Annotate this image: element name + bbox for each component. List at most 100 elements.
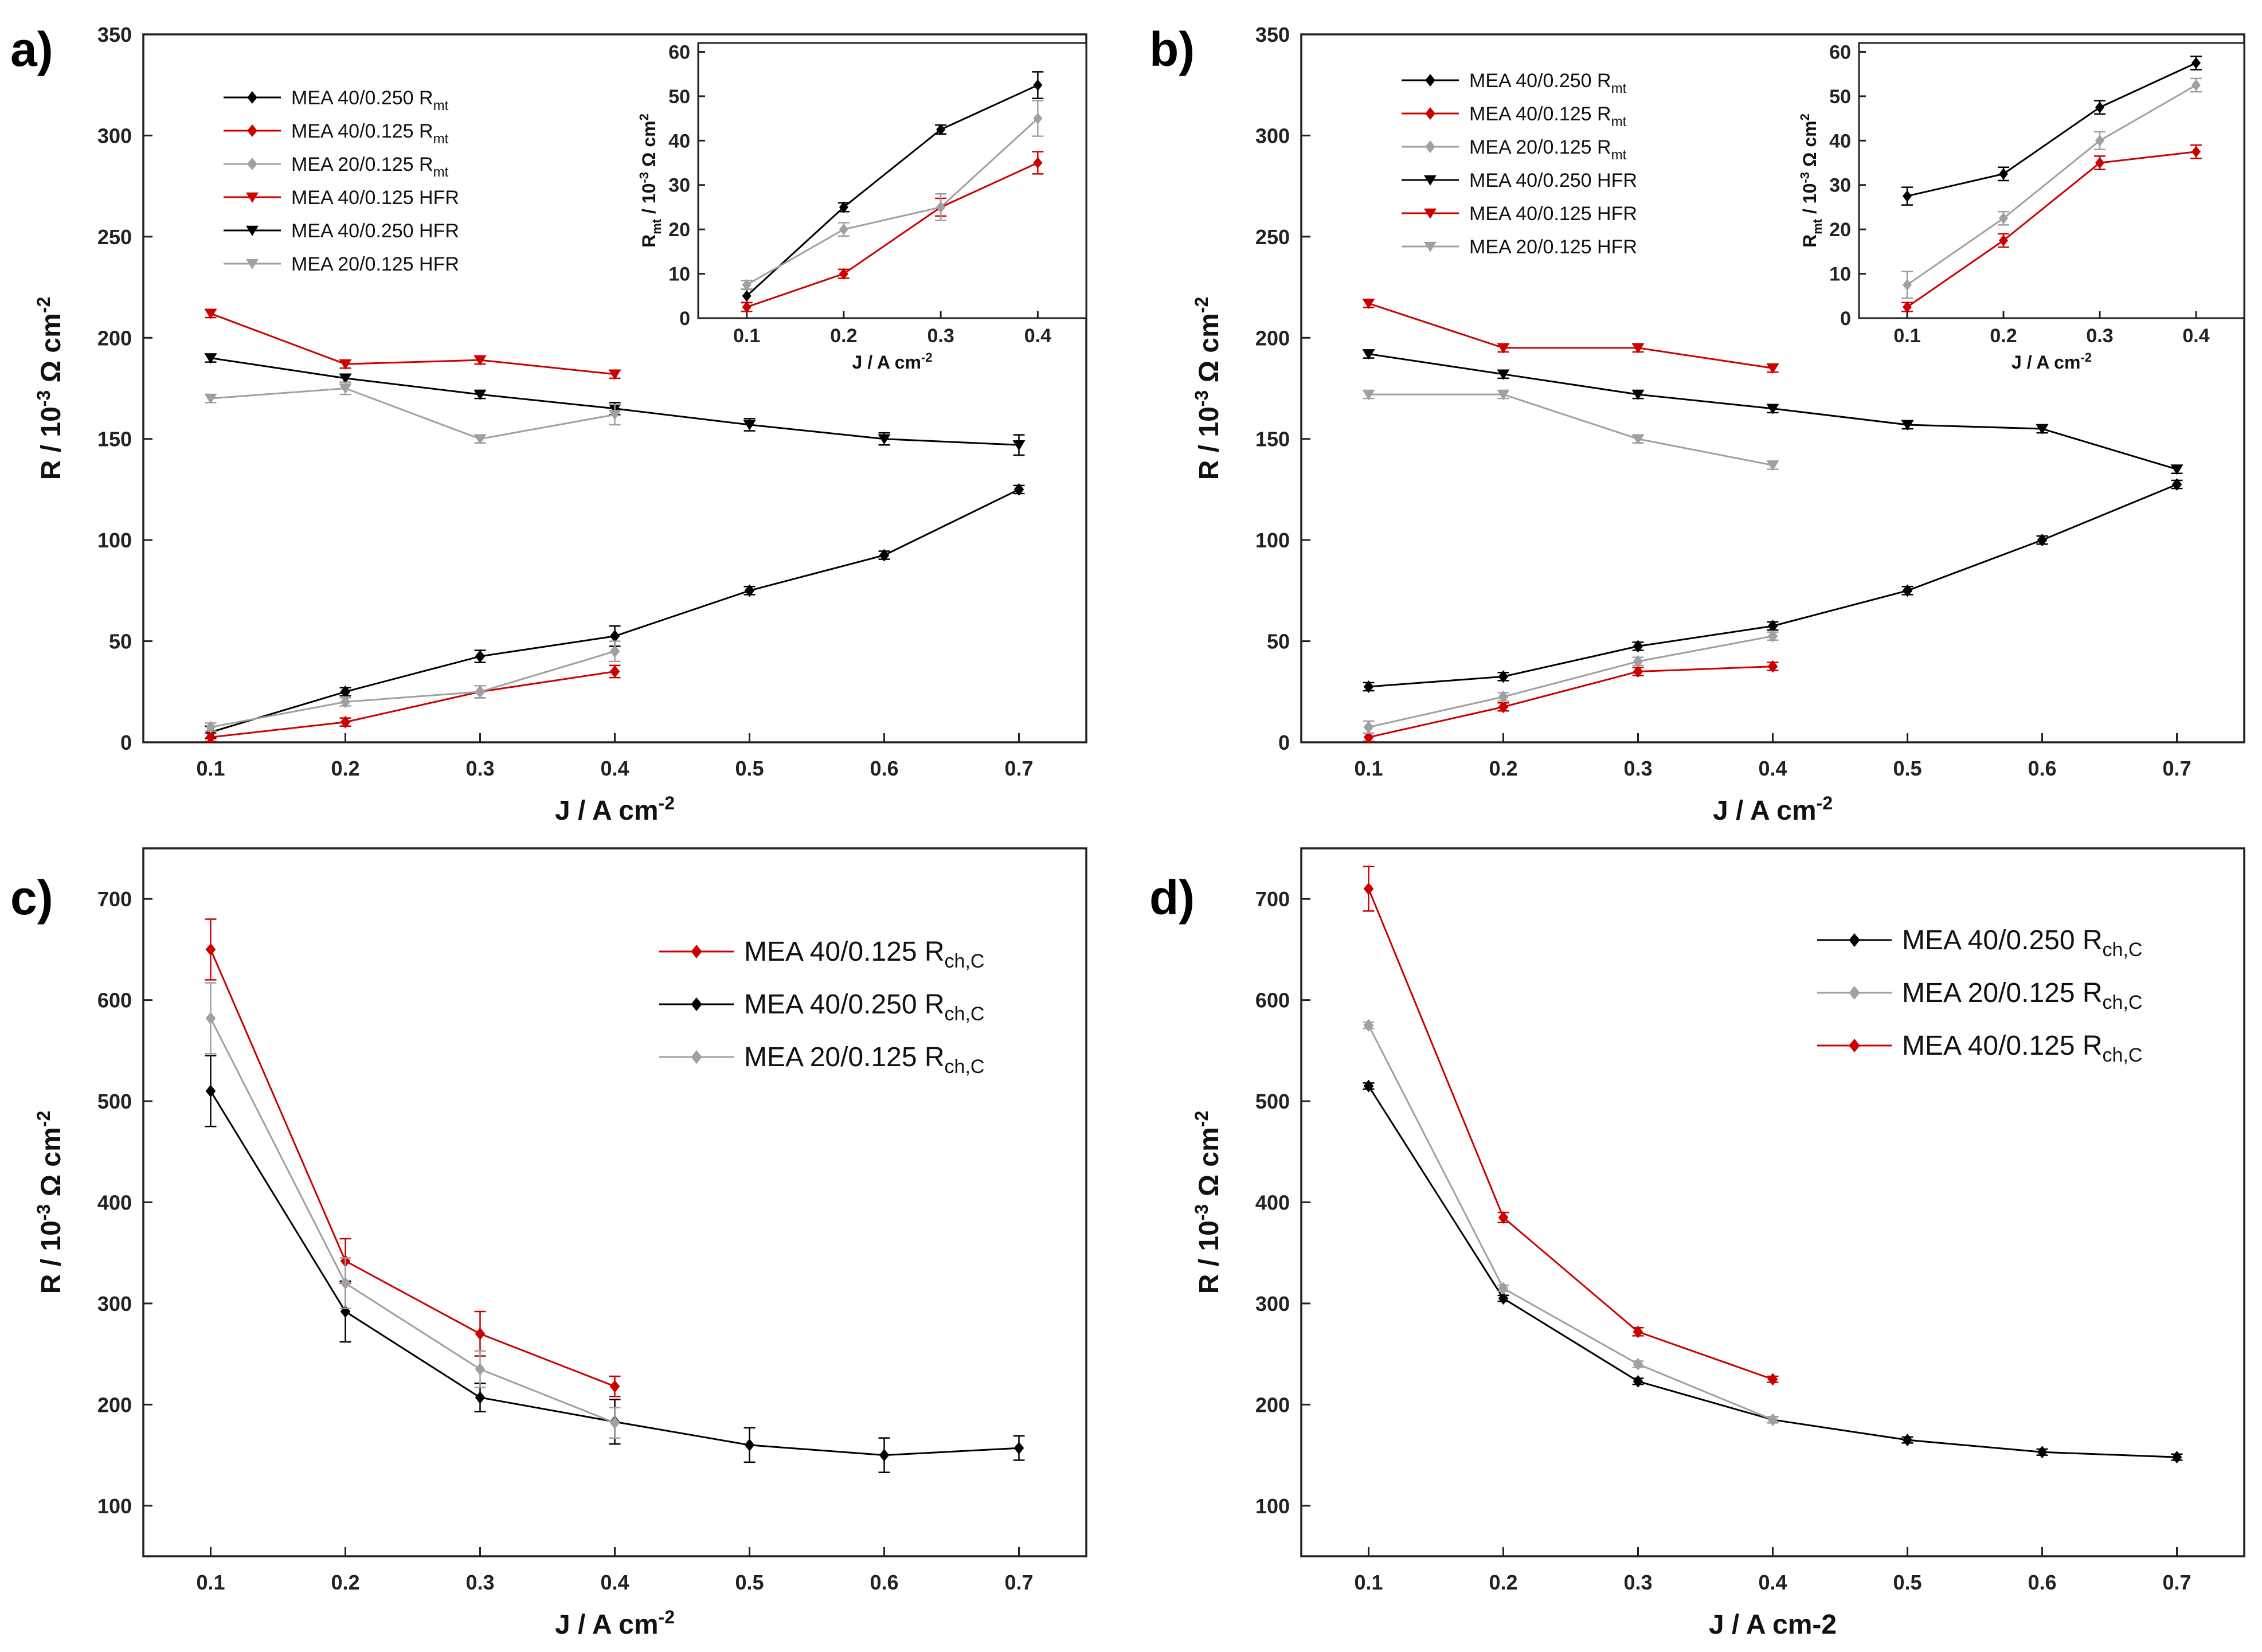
data-point: [1498, 1282, 1509, 1295]
data-point: [1999, 234, 2008, 246]
data-point: [1766, 460, 1779, 471]
data-point: [609, 665, 620, 678]
data-point: [475, 685, 486, 698]
data-point: [1902, 584, 1913, 597]
data-point: [1633, 640, 1643, 653]
y-axis-title-text: R / 10: [36, 1220, 66, 1294]
y-axis-title: R / 10-3 Ω cm-2: [33, 1111, 66, 1294]
inset-x-axis-title: J / A cm-2: [852, 350, 933, 373]
series-0: [1363, 478, 2183, 693]
x-tick-label: 0.4: [600, 757, 629, 780]
y-axis-title: R / 10-3 Ω cm-2: [1191, 297, 1224, 480]
y-tick-label: 200: [97, 1393, 132, 1416]
data-point: [1903, 190, 1912, 202]
y-tick-label: 500: [97, 1090, 132, 1113]
x-tick-label: 0.4: [1758, 1571, 1787, 1594]
y-tick-label: 300: [97, 124, 132, 147]
series-3: [1362, 349, 2183, 475]
legend-label-text: MEA 40/0.250 HFR: [291, 220, 459, 242]
data-point: [475, 650, 486, 663]
legend-label: MEA 40/0.250 Rmt: [291, 87, 449, 113]
y-tick-label: 300: [97, 1292, 132, 1316]
data-point: [1013, 483, 1024, 496]
data-point: [1633, 665, 1643, 678]
x-tick-label: 0.6: [2028, 1571, 2056, 1594]
legend-label-text: MEA 20/0.125 HFR: [291, 253, 459, 275]
legend-label: MEA 20/0.125 Rch,C: [1902, 978, 2142, 1013]
x-tick-label: 0.1: [196, 757, 225, 780]
data-point: [340, 695, 351, 708]
legend-label: MEA 40/0.250 HFR: [1469, 170, 1637, 191]
data-point: [1767, 660, 1778, 673]
y-axis-title-sup: 2: [1798, 113, 1812, 120]
data-point: [742, 290, 752, 302]
data-point: [1767, 629, 1778, 643]
data-point: [2171, 478, 2182, 491]
legend-label-sub: mt: [433, 98, 449, 113]
inset-y-axis-title: Rmt / 10-3 Ω cm2: [637, 113, 664, 248]
data-point: [1497, 369, 1510, 380]
data-point: [1498, 1292, 1509, 1305]
data-point: [1498, 690, 1509, 703]
x-axis-title-text: J / A cm: [852, 352, 921, 373]
series-line: [210, 671, 615, 738]
data-point: [1012, 440, 1026, 451]
data-point: [742, 279, 752, 291]
legend-label-sub: mt: [433, 131, 449, 147]
legend-label: MEA 40/0.250 Rch,C: [744, 989, 984, 1025]
data-point: [1363, 882, 1374, 895]
y-tick-label: 200: [1255, 326, 1290, 350]
x-tick-label: 0.1: [1354, 757, 1383, 780]
series-2: [205, 640, 621, 734]
y-tick-label: 300: [1255, 1292, 1290, 1316]
y-tick-label: 100: [1255, 1494, 1290, 1518]
legend-label-sub: ch,C: [2103, 1044, 2143, 1066]
data-point: [339, 359, 352, 370]
x-tick-label: 0.3: [465, 1571, 494, 1594]
x-tick-label: 0.6: [870, 1571, 898, 1594]
x-axis-title-text: J / A cm: [2011, 352, 2080, 373]
data-point: [473, 434, 487, 445]
x-tick-label: 0.2: [830, 325, 857, 347]
x-axis-title-text: J / A cm: [1713, 796, 1817, 826]
y-tick-label: 300: [1255, 124, 1290, 147]
x-axis-title-sup: -2: [2080, 350, 2092, 365]
x-tick-label: 0.1: [1893, 325, 1920, 347]
legend-label-sub: mt: [1611, 81, 1627, 96]
series-line: [210, 650, 615, 729]
data-point: [1497, 343, 1510, 354]
data-point: [1033, 157, 1043, 169]
y-axis-title-sub: mt: [649, 218, 664, 234]
y-tick-label: 20: [668, 219, 690, 241]
legend-marker: [1849, 1039, 1860, 1052]
y-tick-label: 0: [120, 731, 132, 754]
data-point: [1498, 670, 1509, 683]
legend-label-sub: ch,C: [945, 1056, 985, 1078]
legend-marker: [1425, 74, 1435, 87]
legend-label-sub: mt: [1611, 114, 1627, 130]
y-tick-label: 200: [1255, 1393, 1290, 1416]
data-point: [742, 301, 752, 313]
legend-label-text: MEA 40/0.250 R: [291, 87, 433, 109]
data-point: [1631, 343, 1645, 354]
x-tick-label: 0.1: [1354, 1571, 1383, 1594]
data-point: [339, 383, 352, 394]
legend-label: MEA 40/0.250 Rch,C: [1902, 925, 2142, 961]
legend-label-sub: ch,C: [2103, 939, 2143, 961]
y-axis-title-sup: -2: [33, 1111, 54, 1127]
x-tick-label: 0.5: [735, 757, 764, 780]
data-point: [1498, 700, 1509, 714]
legend-marker: [1424, 175, 1437, 186]
data-point: [1999, 212, 2008, 224]
y-axis-title-sup: 2: [637, 113, 651, 120]
y-tick-label: 50: [668, 86, 690, 108]
data-point: [1766, 404, 1779, 414]
y-axis-title-sup: -2: [33, 297, 54, 313]
data-point: [1498, 1211, 1509, 1224]
data-point: [1363, 1019, 1374, 1032]
data-point: [1362, 299, 1375, 310]
series-line: [1907, 151, 2197, 308]
series-3: [204, 308, 621, 380]
legend-label-text: MEA 40/0.125 R: [291, 120, 433, 142]
